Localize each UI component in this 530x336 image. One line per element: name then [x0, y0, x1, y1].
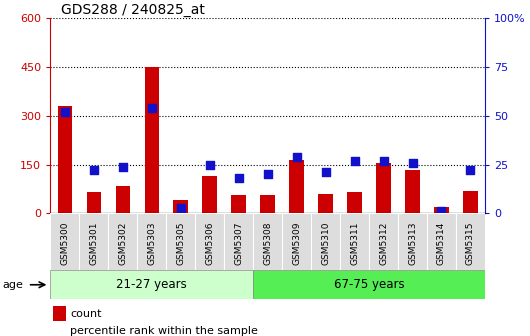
Point [408, 160, 417, 165]
Bar [340, 213, 369, 270]
Bar [347, 192, 362, 213]
Bar [108, 213, 137, 270]
Bar [202, 176, 217, 213]
Text: GDS288 / 240825_at: GDS288 / 240825_at [61, 3, 205, 17]
Point [90, 168, 98, 173]
Text: GSM5313: GSM5313 [408, 222, 417, 265]
Bar [319, 194, 333, 213]
Text: GSM5306: GSM5306 [205, 222, 214, 265]
Text: GSM5302: GSM5302 [118, 222, 127, 265]
Point [234, 176, 243, 181]
Bar [80, 213, 108, 270]
Bar [173, 200, 188, 213]
Bar [405, 169, 420, 213]
Bar [311, 213, 340, 270]
Bar [260, 196, 275, 213]
Bar [145, 67, 159, 213]
Text: GSM5310: GSM5310 [321, 222, 330, 265]
Bar [253, 270, 485, 299]
Point [350, 158, 359, 163]
Text: 67-75 years: 67-75 years [334, 278, 404, 291]
Point [263, 172, 272, 177]
Text: GSM5314: GSM5314 [437, 222, 446, 265]
Text: GSM5301: GSM5301 [90, 222, 98, 265]
Text: GSM5300: GSM5300 [60, 222, 69, 265]
Point [60, 109, 69, 115]
Text: GSM5311: GSM5311 [350, 222, 359, 265]
Point [466, 168, 475, 173]
Text: GSM5315: GSM5315 [466, 222, 475, 265]
Point [206, 162, 214, 167]
Text: GSM5303: GSM5303 [147, 222, 156, 265]
Point [293, 154, 301, 160]
Bar [463, 191, 478, 213]
Bar [376, 163, 391, 213]
Bar [427, 213, 456, 270]
Bar [289, 160, 304, 213]
Text: GSM5305: GSM5305 [176, 222, 185, 265]
Bar [398, 213, 427, 270]
Bar [50, 270, 253, 299]
Point [321, 170, 330, 175]
Bar [456, 213, 485, 270]
Point [147, 106, 156, 111]
Bar [369, 213, 398, 270]
Point [119, 164, 127, 169]
Bar [52, 306, 66, 321]
Bar [166, 213, 195, 270]
Text: GSM5312: GSM5312 [379, 222, 388, 265]
Bar [282, 213, 311, 270]
Bar [434, 207, 449, 213]
Text: GSM5308: GSM5308 [263, 222, 272, 265]
Text: 21-27 years: 21-27 years [117, 278, 187, 291]
Bar [195, 213, 224, 270]
Point [176, 205, 185, 210]
Bar [232, 196, 246, 213]
Bar [116, 186, 130, 213]
Bar [253, 213, 282, 270]
Bar [58, 106, 72, 213]
Bar [224, 213, 253, 270]
Text: percentile rank within the sample: percentile rank within the sample [70, 327, 258, 336]
Text: age: age [3, 280, 23, 290]
Bar [137, 213, 166, 270]
Point [379, 158, 388, 163]
Point [437, 209, 446, 214]
Bar [86, 192, 101, 213]
Text: count: count [70, 309, 101, 319]
Text: GSM5307: GSM5307 [234, 222, 243, 265]
Bar [50, 213, 80, 270]
Text: GSM5309: GSM5309 [292, 222, 301, 265]
